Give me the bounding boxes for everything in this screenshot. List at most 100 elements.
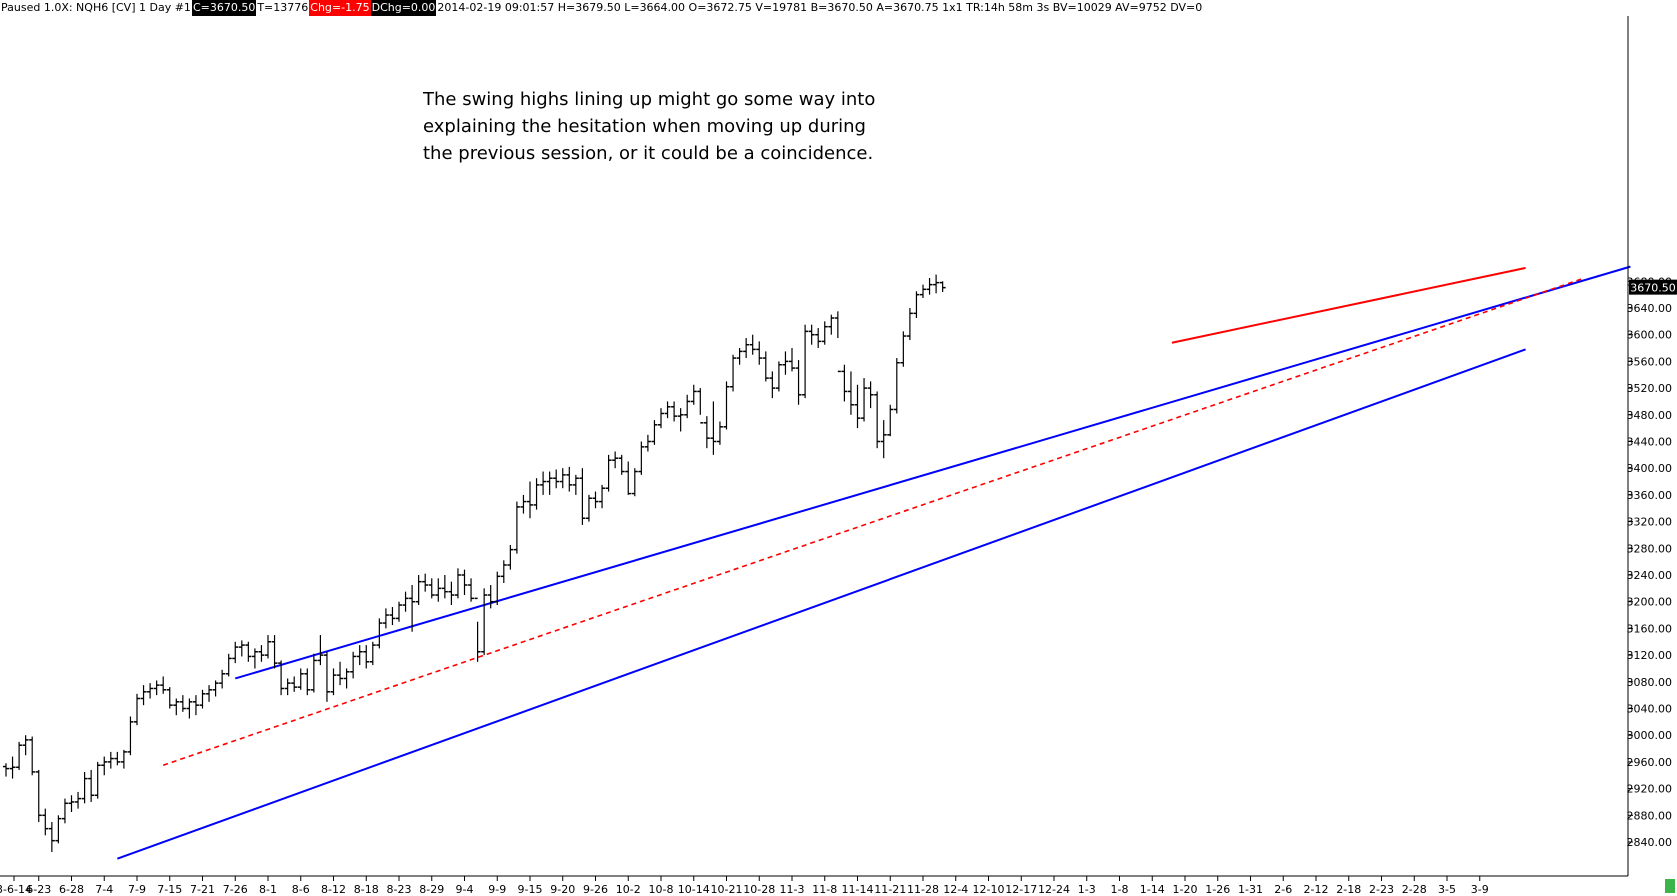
ohlc-bar (513, 501, 520, 554)
ohlc-bar (716, 421, 723, 445)
ohlc-bar (775, 361, 782, 392)
close-value: C=3670.50 (191, 0, 257, 16)
dchange-value: DChg=0.00 (370, 0, 437, 16)
ohlc-bar (35, 769, 42, 822)
x-tick-label: 11-21 (874, 883, 906, 896)
y-tick-label: 3040.00 (1627, 703, 1673, 716)
ohlc-bar (533, 478, 540, 510)
ohlc-bar (330, 668, 337, 696)
trendline-mid-channel[interactable] (162, 277, 1585, 766)
ohlc-bar (81, 771, 88, 804)
x-tick-label: 12-24 (1038, 883, 1070, 896)
ohlc-bar (304, 668, 311, 696)
x-tick-label: 8-18 (354, 883, 379, 896)
x-tick-label: 7-9 (128, 883, 146, 896)
trendline-upper-channel[interactable] (234, 265, 1631, 680)
ohlc-bar (697, 388, 704, 424)
ohlc-bar (179, 695, 186, 712)
x-tick-label: 10-28 (743, 883, 775, 896)
y-tick-label: 2920.00 (1627, 783, 1673, 796)
trendline-swing-high-line[interactable] (1171, 266, 1526, 344)
ohlc-bar (186, 698, 193, 719)
ohlc-bar (553, 469, 560, 489)
ohlc-bar (68, 795, 75, 812)
ohlc-bar (795, 360, 802, 405)
ohlc-bar (16, 741, 23, 770)
x-tick-label: 9-15 (518, 883, 543, 896)
ohlc-bar (323, 651, 330, 702)
ohlc-bar (913, 291, 920, 319)
y-tick-label: 3400.00 (1627, 462, 1673, 475)
ohlc-bar (887, 404, 894, 437)
last-price-marker: 3670.50 (1629, 279, 1677, 295)
ohlc-bar (389, 607, 396, 626)
ohlc-bar (441, 575, 448, 599)
ohlc-bar (487, 585, 494, 609)
ohlc-bar (605, 454, 612, 492)
x-tick-label: 2-12 (1304, 883, 1329, 896)
x-tick-label: 3-5 (1438, 883, 1456, 896)
x-tick-label: 7-4 (95, 883, 113, 896)
annotation-line-2: explaining the hesitation when moving up… (423, 116, 866, 137)
ohlc-bar (199, 689, 206, 709)
y-tick-label: 3320.00 (1627, 516, 1673, 529)
y-tick-label: 3360.00 (1627, 489, 1673, 502)
ohlc-bar (350, 651, 357, 679)
ohlc-bar (572, 474, 579, 495)
price-axis[interactable]: 2840.00 2880.00 2920.00 2960.00 3000.00 3040.… (1627, 275, 1673, 849)
trendlines-layer (117, 265, 1631, 860)
y-tick-label: 3160.00 (1627, 622, 1673, 635)
ohlc-bar (592, 491, 599, 509)
ohlc-bar (893, 358, 900, 414)
status-text: Paused 1.0X: NQH6 [CV] 1 Day #1 (1, 1, 191, 14)
x-tick-label: 11-8 (812, 883, 837, 896)
ohlc-bar (343, 668, 350, 689)
ohlc-bar (271, 635, 278, 669)
ohlc-bar (61, 798, 68, 824)
ohlc-bar (232, 641, 239, 664)
ohlc-bar (920, 284, 926, 298)
trendline-lower-channel[interactable] (117, 348, 1526, 860)
ohlc-bar (854, 384, 861, 429)
ohlc-bar (494, 571, 501, 606)
y-tick-label: 3640.00 (1627, 302, 1673, 315)
ohlc-bar (337, 661, 344, 686)
ohlc-bar (834, 311, 841, 373)
ohlc-bar (559, 468, 566, 489)
x-tick-label: 6-28 (59, 883, 84, 896)
ohlc-bar (684, 394, 691, 419)
ohlc-bar (756, 341, 763, 365)
ohlc-bar (527, 481, 533, 519)
x-tick-label: 1-31 (1238, 883, 1263, 896)
x-tick-label: 2-28 (1402, 883, 1427, 896)
x-tick-label: 3-9 (1471, 883, 1489, 896)
ohlc-bar (153, 680, 160, 696)
ohlc-bar (730, 354, 737, 392)
y-tick-label: 2960.00 (1627, 756, 1673, 769)
x-tick-label: 2-23 (1369, 883, 1394, 896)
x-tick-label: 8-1 (259, 883, 277, 896)
ohlc-bar (808, 324, 815, 345)
ohlc-bar (690, 384, 697, 405)
ohlc-bar (671, 401, 678, 422)
time-axis[interactable]: 3-6-146-23 6-28 7-4 7-9 7-15 7-21 7-26 8-1 8-6 8-… (0, 876, 1489, 896)
ticks-value: T=13776 (257, 1, 309, 14)
ohlc-bar (769, 371, 776, 399)
ohlc-bar (48, 821, 55, 853)
ohlc-bar (861, 378, 868, 422)
ohlc-bar (468, 578, 475, 602)
scroll-handle[interactable] (1665, 879, 1675, 893)
ohlc-bar (658, 408, 664, 429)
ohlc-bar (409, 585, 416, 632)
ohlc-bar (166, 687, 173, 709)
annotation-line-3: the previous session, or it could be a c… (423, 143, 874, 164)
ohlc-bar (926, 277, 933, 295)
x-tick-label: 10-8 (649, 883, 674, 896)
ohlc-bar (939, 281, 946, 292)
x-tick-label: 2-6 (1274, 883, 1292, 896)
y-tick-label: 3280.00 (1627, 542, 1673, 555)
x-tick-label: 9-20 (550, 883, 575, 896)
ohlc-bar (651, 420, 658, 445)
ohlc-bar (245, 641, 252, 662)
